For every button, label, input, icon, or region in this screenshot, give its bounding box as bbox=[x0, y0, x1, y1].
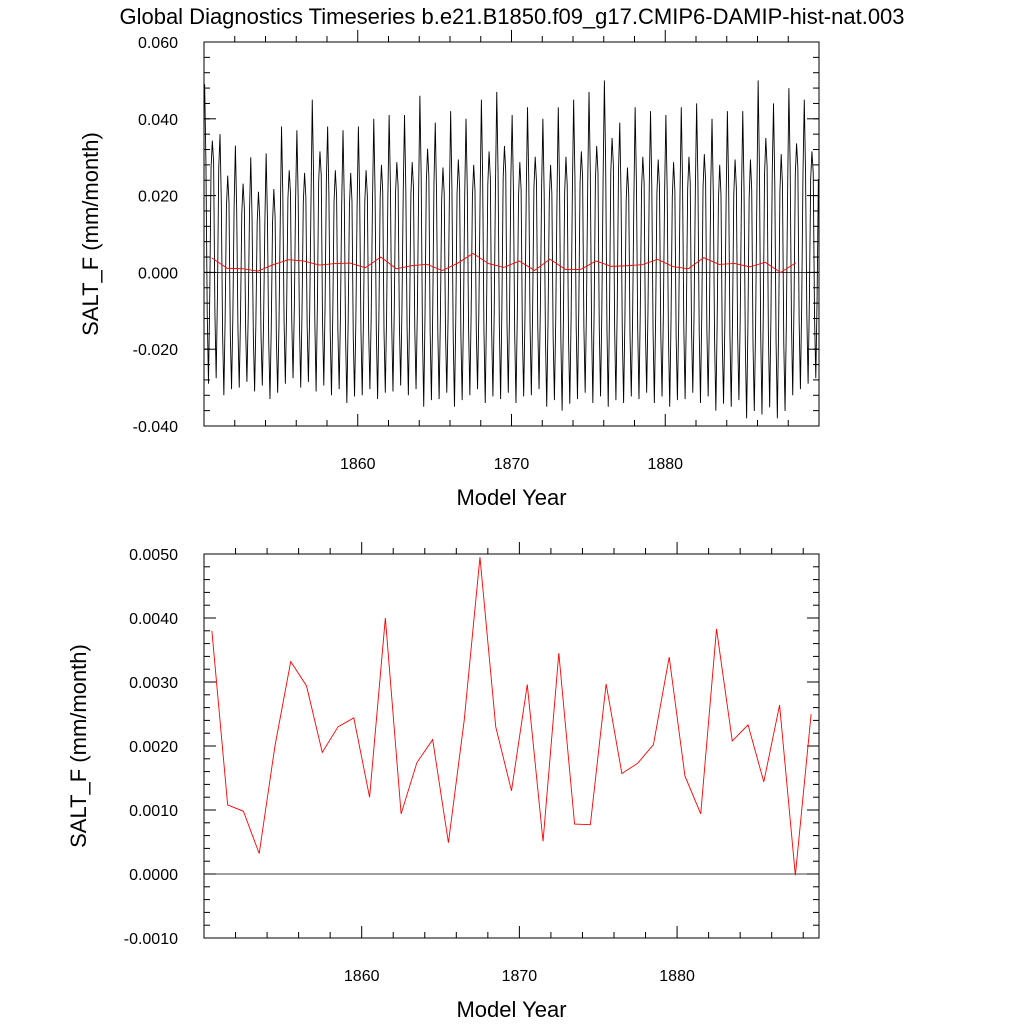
top-ytick-label: -0.020 bbox=[133, 342, 178, 359]
bottom-ytick-label: 0.0040 bbox=[129, 611, 178, 628]
bottom-y-tick-labels: -0.0010 0.0000 0.0010 0.0020 0.0030 0.0040 0.0… bbox=[124, 547, 178, 948]
bottom-ytick-label: 0.0050 bbox=[129, 547, 178, 564]
bottom-ytick-label: 0.0000 bbox=[129, 867, 178, 884]
top-ytick-label: -0.040 bbox=[133, 419, 178, 436]
top-xtick-label: 1870 bbox=[494, 456, 530, 473]
bottom-ytick-label: 0.0030 bbox=[129, 675, 178, 692]
top-x-axis-label: Model Year bbox=[456, 485, 566, 510]
bottom-series bbox=[211, 557, 812, 876]
top-x-tick-labels: 1860 1870 1880 bbox=[340, 456, 683, 473]
bottom-ytick-label: 0.0020 bbox=[129, 739, 178, 756]
top-tick-marks bbox=[204, 30, 819, 427]
top-monthly-series-line bbox=[204, 80, 819, 419]
top-xtick-label: 1880 bbox=[647, 456, 683, 473]
bottom-annual-series-line bbox=[211, 557, 812, 876]
top-chart: -0.040 -0.020 0.000 0.020 0.040 0.060 1860 187… bbox=[78, 30, 820, 510]
bottom-xtick-label: 1870 bbox=[502, 968, 538, 985]
top-ytick-label: 0.060 bbox=[138, 35, 178, 52]
top-ytick-label: 0.000 bbox=[138, 265, 178, 282]
bottom-xtick-label: 1860 bbox=[344, 968, 380, 985]
bottom-tick-marks bbox=[204, 542, 819, 939]
top-xtick-label: 1860 bbox=[340, 456, 376, 473]
top-ytick-label: 0.020 bbox=[138, 189, 178, 206]
bottom-ytick-label: -0.0010 bbox=[124, 931, 178, 948]
bottom-ytick-label: 0.0010 bbox=[129, 803, 178, 820]
top-y-tick-labels: -0.040 -0.020 0.000 0.020 0.040 0.060 bbox=[133, 35, 178, 436]
top-y-axis-label: SALT_F (mm/month) bbox=[78, 132, 103, 336]
bottom-x-tick-labels: 1860 1870 1880 bbox=[344, 968, 695, 985]
top-ytick-label: 0.040 bbox=[138, 112, 178, 129]
top-series bbox=[204, 80, 819, 419]
bottom-xtick-label: 1880 bbox=[659, 968, 695, 985]
bottom-plot-frame bbox=[203, 553, 820, 939]
bottom-y-axis-label: SALT_F (mm/month) bbox=[66, 644, 91, 848]
bottom-x-axis-label: Model Year bbox=[456, 997, 566, 1022]
figure-title: Global Diagnostics Timeseries b.e21.B185… bbox=[119, 4, 904, 29]
top-plot-frame bbox=[203, 41, 820, 427]
bottom-chart: -0.0010 0.0000 0.0010 0.0020 0.0030 0.0040 0.0… bbox=[66, 542, 820, 1022]
